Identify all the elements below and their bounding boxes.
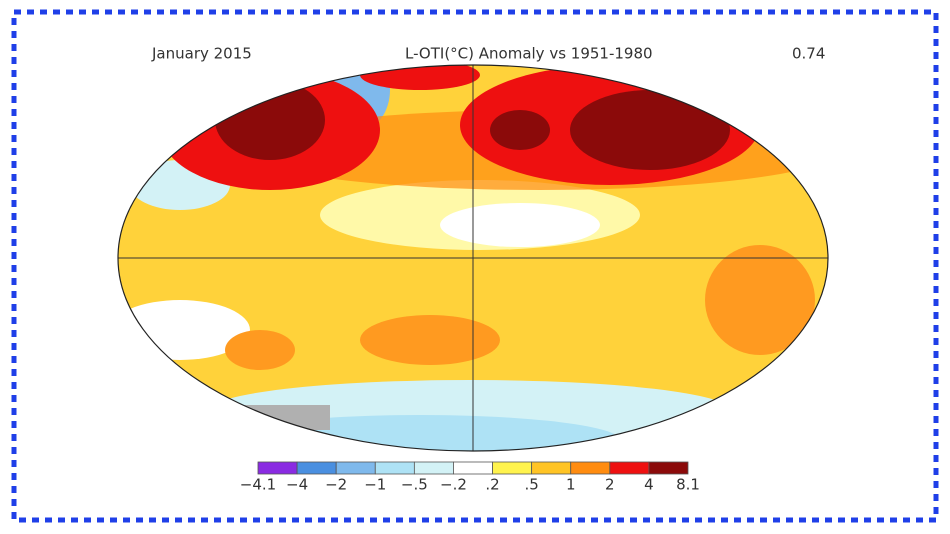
legend-swatch [335,461,376,475]
legend-label: 1 [566,476,576,494]
legend-swatch [609,461,650,475]
legend-swatch [531,461,572,475]
legend-swatch [257,461,298,475]
legend-label: 8.1 [676,476,700,494]
legend-swatch [296,461,337,475]
legend-label: −2 [325,476,347,494]
legend-label: −1 [364,476,386,494]
legend-label: .5 [524,476,538,494]
legend-swatch [413,461,454,475]
border [11,9,939,523]
legend-label: 4 [644,476,654,494]
legend-swatch [648,461,689,475]
color-legend: −4.1 −4 −2 −1 −.5 −.2 .2 .5 1 2 4 8.1 [240,461,700,494]
legend-label: −.5 [401,476,428,494]
legend-swatch [453,461,493,475]
legend-swatch [374,461,415,475]
map-title: L-OTI(°C) Anomaly vs 1951-1980 [405,45,653,63]
legend-label: 2 [605,476,615,494]
legend-label: .2 [485,476,499,494]
globe-outline [117,64,829,452]
legend-swatch [570,461,611,475]
legend-label: −.2 [440,476,467,494]
legend-label: −4 [286,476,308,494]
legend-swatch [492,461,533,475]
global-mean: 0.74 [792,45,825,63]
anomaly-map [118,65,828,451]
legend-label: −4.1 [240,476,276,494]
date-label: January 2015 [151,45,252,63]
